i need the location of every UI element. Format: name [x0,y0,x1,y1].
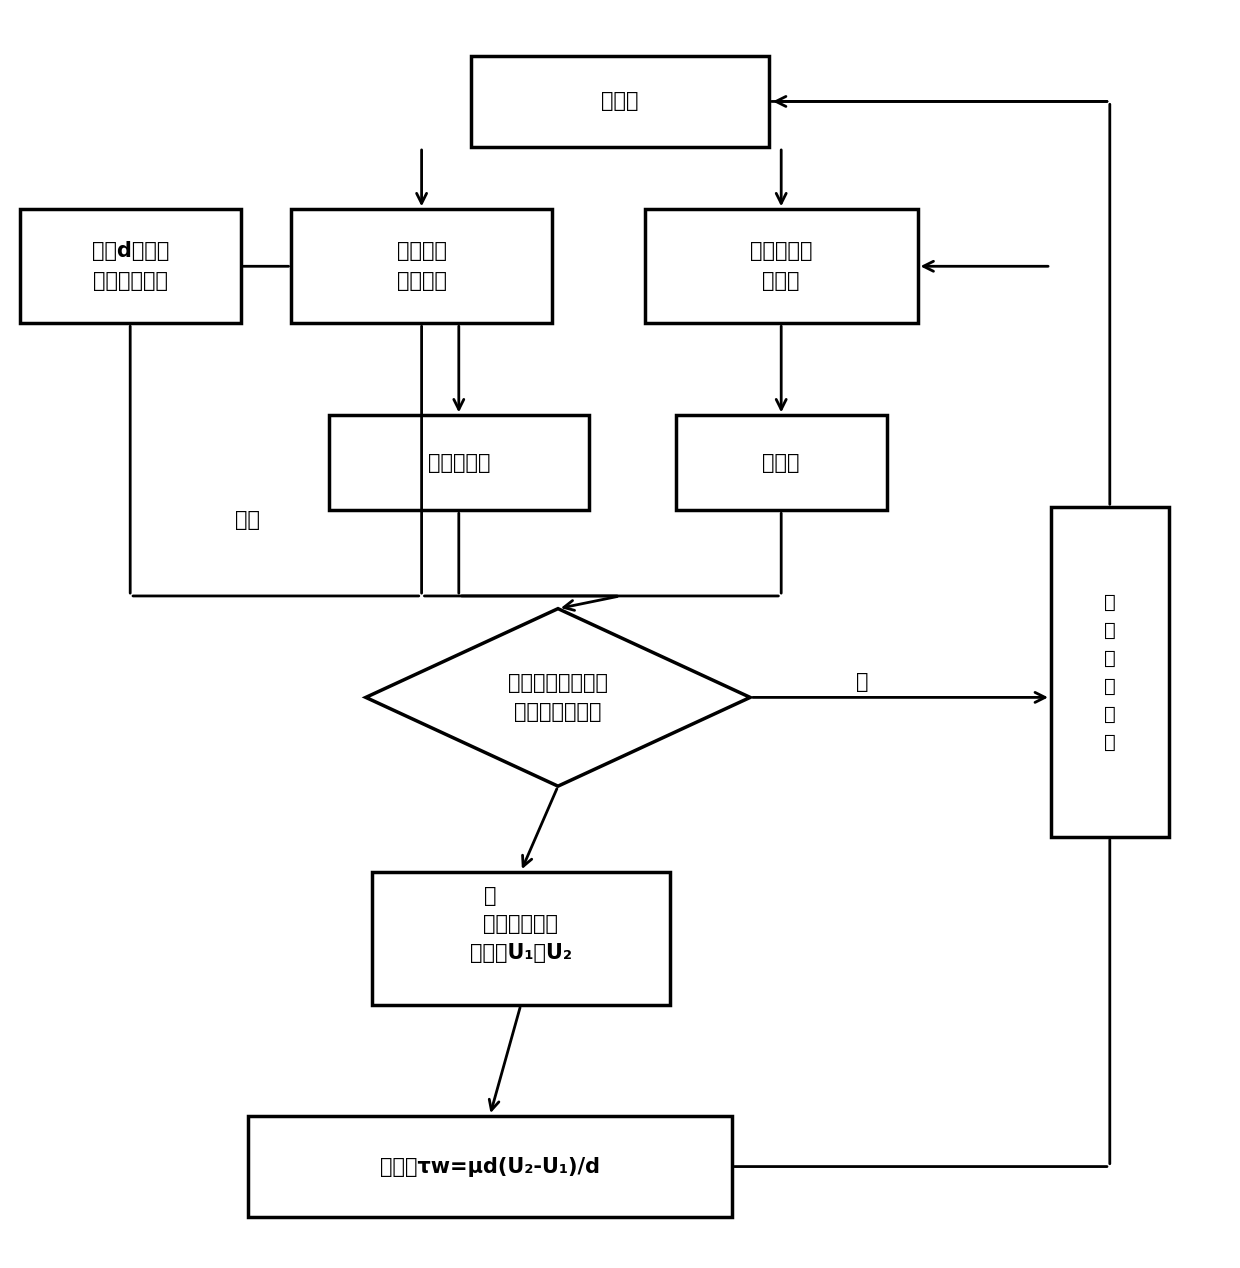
Text: 转
移
测
量
位
置: 转 移 测 量 位 置 [1104,592,1116,752]
Bar [20,209,241,323]
Text: 是: 是 [484,886,496,907]
Text: 姿态传感器: 姿态传感器 [428,453,490,473]
Text: 机械臂: 机械臂 [763,453,800,473]
Text: 热线调理
放大电路: 热线调理 放大电路 [397,241,446,292]
Bar [645,209,918,323]
Text: 否: 否 [856,672,868,692]
Bar [248,1116,732,1217]
Bar [291,209,552,323]
Bar [329,416,589,510]
Polygon shape [366,609,750,786]
Text: 间距d的平行
阵列热线探头: 间距d的平行 阵列热线探头 [92,241,169,292]
Bar [471,56,769,147]
Bar [372,872,670,1004]
Text: 上位机: 上位机 [601,91,639,112]
Text: 热线距离壁面距离
是否满足要求？: 热线距离壁面距离 是否满足要求？ [508,672,608,723]
Text: 标定: 标定 [236,510,260,530]
Bar [676,416,887,510]
Bar [1052,507,1168,837]
Text: 测量不同高度
的速度U₁，U₂: 测量不同高度 的速度U₁，U₂ [470,913,572,964]
Text: 机械臂控制
驱动器: 机械臂控制 驱动器 [750,241,812,292]
Text: 剪应力τw=μd(U₂-U₁)/d: 剪应力τw=μd(U₂-U₁)/d [379,1156,600,1177]
